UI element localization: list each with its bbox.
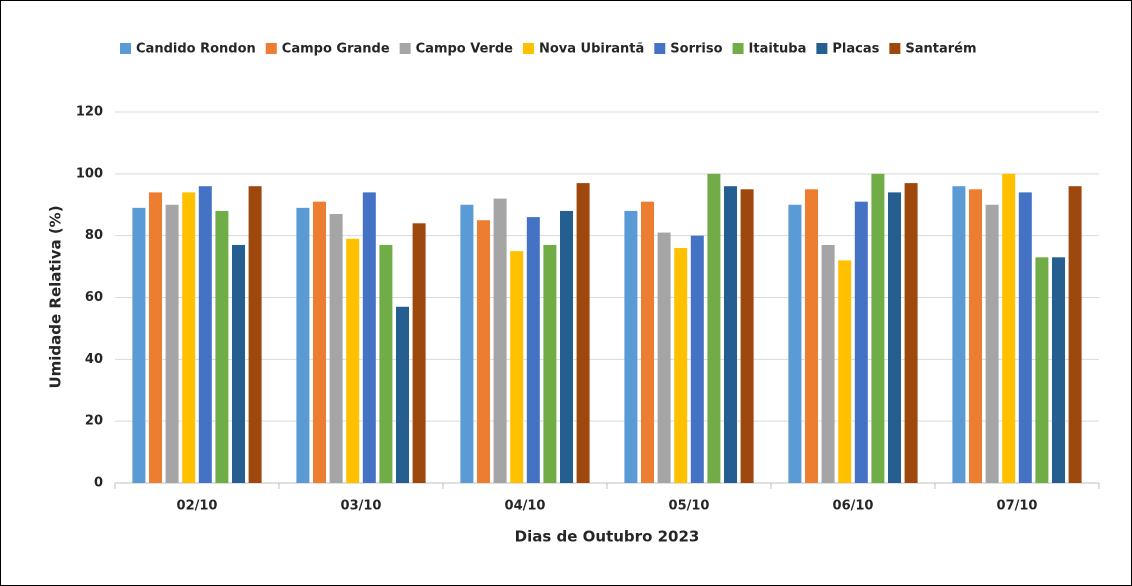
legend-label: Candido Rondon bbox=[136, 42, 256, 57]
bar bbox=[329, 214, 343, 483]
bar bbox=[182, 192, 196, 483]
legend-label: Itaituba bbox=[749, 42, 807, 57]
bar bbox=[412, 223, 426, 484]
bar bbox=[543, 244, 557, 483]
bar bbox=[248, 186, 262, 483]
legend-label: Nova Ubirantã bbox=[539, 42, 644, 57]
bar bbox=[132, 207, 146, 483]
bar bbox=[165, 204, 179, 483]
legend-label: Sorriso bbox=[670, 42, 722, 57]
bar bbox=[526, 217, 540, 483]
y-axis-title: Umidade Relativa (%) bbox=[47, 205, 65, 388]
bar bbox=[821, 244, 835, 483]
bar bbox=[740, 189, 754, 483]
bar bbox=[149, 192, 162, 483]
bar bbox=[838, 260, 852, 483]
y-tick-label: 100 bbox=[76, 166, 103, 181]
x-tick-label: 04/10 bbox=[505, 499, 546, 514]
bar bbox=[674, 248, 688, 483]
legend-swatch bbox=[120, 43, 131, 54]
y-tick-label: 40 bbox=[85, 352, 103, 367]
bar bbox=[1002, 173, 1016, 484]
bar bbox=[657, 232, 671, 483]
bar bbox=[871, 173, 885, 484]
bar bbox=[707, 173, 721, 484]
bar bbox=[1018, 192, 1032, 483]
legend-swatch bbox=[265, 43, 277, 54]
bar bbox=[1035, 257, 1049, 483]
bar bbox=[560, 210, 573, 483]
bar bbox=[969, 189, 982, 483]
legend-swatch bbox=[654, 43, 666, 54]
legend-swatch bbox=[399, 43, 411, 54]
bar bbox=[477, 220, 490, 484]
bar bbox=[493, 198, 507, 484]
bar bbox=[985, 204, 999, 483]
legend-swatch bbox=[816, 43, 828, 54]
bar bbox=[904, 183, 918, 483]
legend-swatch bbox=[889, 43, 901, 54]
bar bbox=[396, 306, 409, 483]
bar bbox=[510, 251, 524, 483]
legend-label: Campo Grande bbox=[282, 42, 390, 57]
bar bbox=[313, 201, 326, 484]
legend-swatch bbox=[732, 43, 744, 54]
bar bbox=[641, 201, 654, 484]
x-tick-label: 03/10 bbox=[341, 499, 382, 514]
bar bbox=[690, 235, 704, 483]
x-axis-title: Dias de Outubro 2023 bbox=[515, 528, 700, 546]
bar bbox=[296, 207, 310, 483]
bar bbox=[1052, 257, 1065, 483]
bar bbox=[346, 238, 360, 483]
bar bbox=[362, 192, 376, 483]
legend-label: Campo Verde bbox=[416, 42, 514, 57]
y-tick-label: 60 bbox=[85, 290, 103, 305]
legend-label: Placas bbox=[832, 42, 879, 57]
bar bbox=[952, 186, 966, 483]
bar bbox=[576, 183, 590, 483]
bar bbox=[232, 244, 245, 483]
bar bbox=[460, 204, 474, 483]
bar bbox=[724, 186, 737, 483]
bar bbox=[215, 210, 229, 483]
bar bbox=[888, 192, 901, 483]
bar bbox=[379, 244, 393, 483]
legend-label: Santarém bbox=[905, 42, 976, 57]
y-tick-label: 20 bbox=[85, 414, 103, 429]
x-tick-label: 06/10 bbox=[833, 499, 874, 514]
y-tick-label: 0 bbox=[94, 476, 103, 491]
bar bbox=[854, 201, 868, 484]
x-tick-label: 05/10 bbox=[669, 499, 710, 514]
y-tick-label: 120 bbox=[76, 105, 103, 120]
bar bbox=[198, 186, 212, 483]
bar bbox=[624, 210, 638, 483]
legend-swatch bbox=[522, 43, 534, 54]
bar bbox=[1068, 186, 1082, 483]
y-tick-label: 80 bbox=[85, 228, 103, 243]
bar bbox=[788, 204, 802, 483]
x-tick-label: 02/10 bbox=[177, 499, 218, 514]
x-tick-label: 07/10 bbox=[997, 499, 1038, 514]
bar bbox=[805, 189, 818, 483]
